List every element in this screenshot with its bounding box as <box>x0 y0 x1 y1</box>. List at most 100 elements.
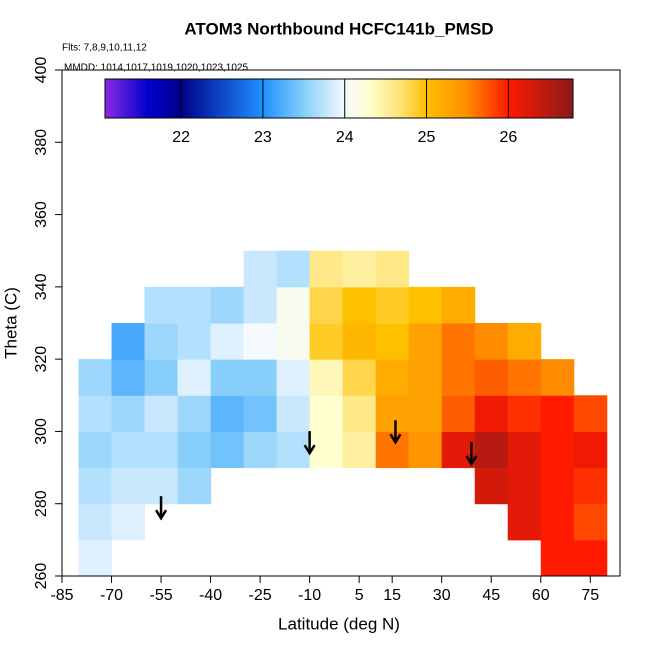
heat-cell <box>210 286 245 324</box>
y-tick-label: 320 <box>33 346 50 373</box>
heat-cell <box>441 359 476 396</box>
heat-cell <box>276 323 311 360</box>
heat-cell <box>342 286 377 324</box>
x-axis-label: Latitude (deg N) <box>278 614 400 633</box>
arrow-head <box>154 509 168 521</box>
heat-cell <box>111 431 146 469</box>
heat-cell <box>177 286 212 324</box>
x-tick-label: 60 <box>532 587 550 604</box>
heat-cell <box>408 359 443 396</box>
heat-cell <box>111 323 146 360</box>
y-axis-label: Theta (C) <box>1 287 20 359</box>
x-tick-label: -70 <box>100 587 123 604</box>
heat-cell <box>540 395 575 432</box>
x-tick-label: -55 <box>149 587 172 604</box>
colorbar-tick-label: 24 <box>336 129 354 146</box>
heat-cell <box>243 323 278 360</box>
heat-cell <box>474 359 509 396</box>
heat-cell <box>177 431 212 469</box>
annotation: MMDD: 1014,1017,1019,1020,1023,1025 <box>64 63 248 74</box>
heat-cell <box>78 467 113 505</box>
heat-cell <box>177 395 212 432</box>
heat-cell <box>507 395 542 432</box>
x-tick-label: -25 <box>249 587 272 604</box>
y-tick-label: 400 <box>33 57 50 84</box>
heat-cell <box>243 359 278 396</box>
x-tick-label: 30 <box>433 587 451 604</box>
colorbar-tick-label: 26 <box>499 129 517 146</box>
heat-cell <box>573 431 608 469</box>
heat-cell <box>540 359 575 396</box>
heat-cell <box>111 395 146 432</box>
heat-cell <box>573 503 608 541</box>
heat-cell <box>177 359 212 396</box>
heat-cell <box>540 503 575 541</box>
x-tick-label: 5 <box>355 587 364 604</box>
heat-cell <box>408 431 443 469</box>
heat-cell <box>78 539 113 577</box>
heat-cell <box>309 323 344 360</box>
heat-cell <box>474 431 509 469</box>
arrow <box>389 420 402 445</box>
chart-title: ATOM3 Northbound HCFC141b_PMSD <box>184 19 493 38</box>
heat-cell <box>408 323 443 360</box>
heat-cell <box>573 539 608 577</box>
heat-cell <box>276 395 311 432</box>
heat-cell <box>408 286 443 324</box>
heat-cell <box>243 286 278 324</box>
heat-cell <box>573 467 608 505</box>
y-tick-label: 380 <box>33 129 50 156</box>
heat-cell <box>111 467 146 505</box>
x-tick-label: -85 <box>50 587 73 604</box>
heat-cell <box>111 359 146 396</box>
heat-cell <box>309 286 344 324</box>
heat-cell <box>243 250 278 288</box>
x-tick-label: -40 <box>199 587 222 604</box>
x-tick-label: 45 <box>482 587 500 604</box>
heat-cell <box>111 503 146 541</box>
heat-cell <box>78 395 113 432</box>
heat-cell <box>474 467 509 505</box>
plot-frame <box>61 69 621 577</box>
heat-cell <box>78 431 113 469</box>
heat-cell <box>276 359 311 396</box>
heat-cell <box>342 359 377 396</box>
y-tick-label: 360 <box>33 201 50 228</box>
heat-cell <box>78 359 113 396</box>
heat-cell <box>210 323 245 360</box>
heat-cell <box>309 431 344 469</box>
heat-cell <box>144 395 179 432</box>
heat-cell <box>474 323 509 360</box>
arrow-head <box>303 444 316 456</box>
heat-cell <box>276 286 311 324</box>
heat-cell <box>507 503 542 541</box>
heat-cell <box>375 250 410 288</box>
colorbar <box>104 78 574 119</box>
heat-cell <box>144 359 179 396</box>
arrow <box>154 496 168 521</box>
heat-cell <box>408 395 443 432</box>
arrow <box>303 431 316 456</box>
heat-cell <box>177 323 212 360</box>
heat-cell <box>177 467 212 505</box>
heat-cell <box>375 395 410 432</box>
y-tick-label: 280 <box>33 490 50 517</box>
heat-cell <box>342 250 377 288</box>
x-tick-label: -10 <box>298 587 321 604</box>
x-tick-label: 15 <box>383 587 401 604</box>
heat-cell <box>507 359 542 396</box>
heat-cell <box>441 395 476 432</box>
heat-cell <box>342 431 377 469</box>
heat-cell <box>342 323 377 360</box>
y-tick-label: 340 <box>33 273 50 300</box>
y-tick-label: 300 <box>33 418 50 445</box>
heat-cell <box>144 323 179 360</box>
heat-cell <box>342 395 377 432</box>
heat-cell <box>78 503 113 541</box>
heat-cell <box>144 286 179 324</box>
x-tick-label: 75 <box>581 587 599 604</box>
arrow-head <box>389 433 402 445</box>
heat-cell <box>210 359 245 396</box>
heat-cell <box>507 431 542 469</box>
